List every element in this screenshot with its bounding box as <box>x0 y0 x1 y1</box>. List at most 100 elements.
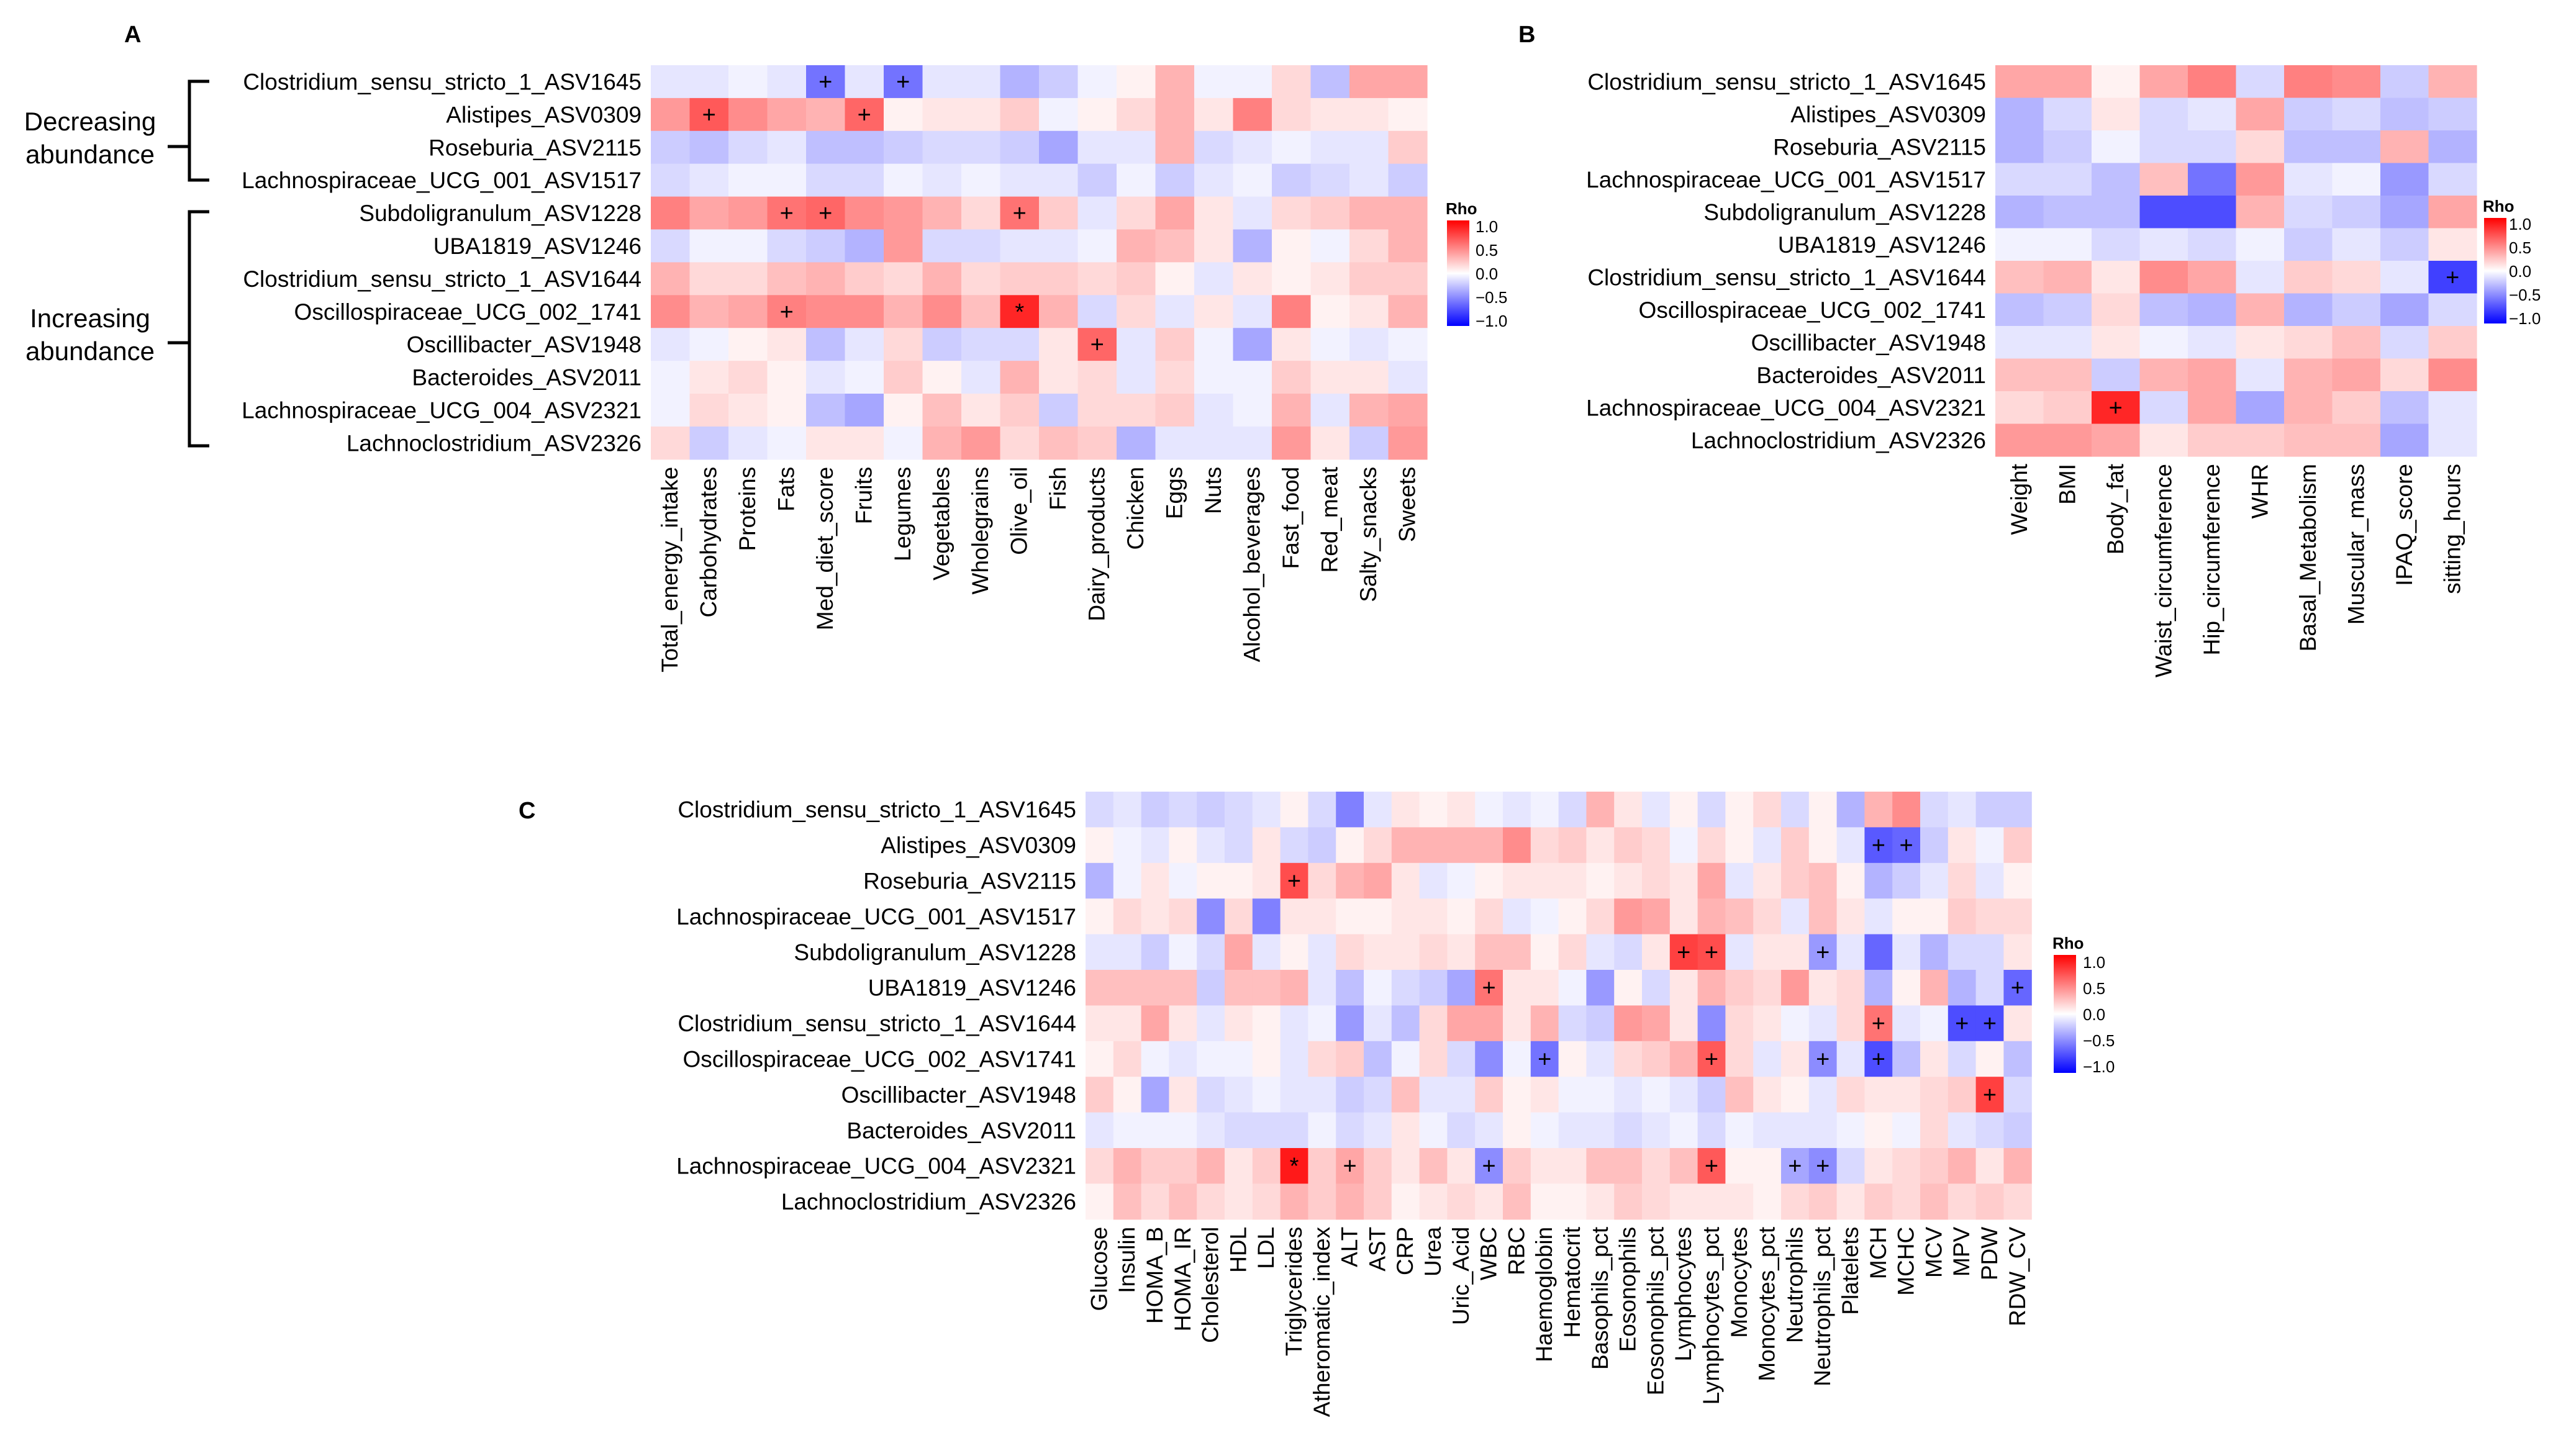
heatmap-cell <box>1310 426 1350 460</box>
heatmap-cell <box>1864 1148 1893 1184</box>
heatmap-cell <box>1642 862 1671 899</box>
heatmap-cell <box>1475 1005 1503 1042</box>
heatmap-cell <box>1197 898 1225 935</box>
heatmap-cell <box>922 229 962 263</box>
heatmap-cell <box>1233 262 1272 296</box>
heatmap-cell <box>1725 862 1754 899</box>
column-label: Insulin <box>1114 1227 1140 1293</box>
column-label: Triglycerides <box>1281 1227 1307 1356</box>
heatmap-cell <box>728 426 768 460</box>
row-label: Oscillospiraceae_UCG_002_1741 <box>1639 297 1986 323</box>
heatmap-cell <box>1669 1005 1698 1042</box>
heatmap-cell <box>2236 293 2285 327</box>
row-label: Clostridium_sensu_stricto_1_ASV1644 <box>1587 265 1986 290</box>
heatmap-cell <box>1077 196 1117 230</box>
heatmap-cell <box>884 328 923 361</box>
heatmap-cell <box>1194 65 1234 99</box>
heatmap-cell <box>1808 934 1838 970</box>
heatmap-cell <box>1000 65 1040 99</box>
heatmap-cell <box>1364 970 1392 1006</box>
heatmap-cell <box>884 65 923 99</box>
heatmap-cell <box>1141 1005 1169 1042</box>
heatmap-cell <box>1920 1183 1949 1220</box>
heatmap-cell <box>1642 1005 1671 1042</box>
heatmap-cell <box>1252 1005 1281 1042</box>
heatmap-cell <box>1077 426 1117 460</box>
heatmap-cell <box>2139 228 2188 261</box>
heatmap-cell <box>2284 65 2333 99</box>
heatmap-cell <box>806 361 846 394</box>
heatmap-cell <box>728 163 768 197</box>
heatmap-cell <box>1310 394 1350 427</box>
heatmap-cell <box>1272 196 1312 230</box>
heatmap-cell <box>1233 163 1272 197</box>
heatmap-cell <box>1892 1183 1921 1220</box>
column-label: Atheromatic_index <box>1309 1226 1335 1417</box>
heatmap-cell <box>1808 1148 1838 1184</box>
heatmap-cell <box>651 394 691 427</box>
heatmap-cell <box>1141 1041 1169 1077</box>
heatmap-cell <box>1475 1148 1503 1184</box>
heatmap-cell <box>689 426 729 460</box>
heatmap-cell <box>1388 130 1428 165</box>
heatmap-cell <box>1141 934 1169 970</box>
heatmap-cell <box>1808 1041 1838 1077</box>
heatmap-cell <box>1892 934 1921 970</box>
heatmap-cell <box>1920 827 1949 864</box>
heatmap-cell <box>845 361 884 394</box>
panel-b-letter: B <box>1518 22 1535 48</box>
heatmap-cell <box>2380 163 2429 196</box>
heatmap-cell <box>1948 1183 1977 1220</box>
heatmap-cell <box>1336 898 1364 935</box>
panel-c-letter: C <box>519 798 535 824</box>
heatmap-cell <box>2236 97 2285 131</box>
row-label: Clostridium_sensu_stricto_1_ASV1644 <box>243 266 642 292</box>
heatmap-cell <box>1077 65 1117 99</box>
heatmap-cell <box>1725 970 1754 1006</box>
heatmap-cell <box>1364 1041 1392 1077</box>
heatmap-cell <box>728 394 768 427</box>
heatmap-cell <box>1155 328 1195 361</box>
heatmap-cell <box>651 65 691 99</box>
heatmap-cell <box>1077 361 1117 394</box>
heatmap-cell <box>1447 898 1476 935</box>
heatmap-cell <box>1697 1005 1726 1042</box>
column-label: Eggs <box>1162 467 1187 519</box>
legend-tick: −0.5 <box>2083 1031 2115 1050</box>
heatmap-cell <box>1864 1112 1893 1149</box>
heatmap-cell <box>1272 229 1312 263</box>
heatmap-cell <box>1272 328 1312 361</box>
heatmap-cell <box>1310 65 1350 99</box>
heatmap-cell <box>1391 1183 1420 1220</box>
heatmap-cell <box>1000 394 1040 427</box>
heatmap-cell <box>1948 1077 1977 1113</box>
heatmap-cell <box>2284 228 2333 261</box>
heatmap-cell <box>1530 1005 1559 1042</box>
heatmap-cell <box>2428 293 2477 327</box>
heatmap-cell <box>1948 827 1977 864</box>
heatmap-cell <box>1642 1041 1671 1077</box>
heatmap-cell <box>1388 262 1428 296</box>
column-label: Fish <box>1045 467 1071 510</box>
heatmap-cell <box>1503 1183 1531 1220</box>
heatmap-cell <box>1391 1077 1420 1113</box>
heatmap-cell <box>651 229 691 263</box>
row-label: Oscillibacter_ASV1948 <box>407 332 642 358</box>
heatmap-cell <box>922 130 962 165</box>
heatmap-cell <box>1475 862 1503 899</box>
row-label: Oscillospiraceae_UCG_002_ASV1741 <box>683 1047 1076 1072</box>
heatmap-cell <box>1141 1077 1169 1113</box>
column-label: sitting_hours <box>2439 464 2465 594</box>
heatmap-cell <box>1697 827 1726 864</box>
column-label: Platelets <box>1838 1227 1863 1315</box>
heatmap-cell <box>2043 423 2092 457</box>
heatmap-cell <box>1920 1148 1949 1184</box>
heatmap-cell <box>1725 1005 1754 1042</box>
column-label: Proteins <box>735 467 760 551</box>
heatmap-cell <box>2003 862 2032 899</box>
legend-colorbar <box>2484 218 2506 323</box>
heatmap-cell <box>2139 163 2188 196</box>
heatmap-cell <box>1725 1183 1754 1220</box>
heatmap-cell <box>1225 1005 1253 1042</box>
heatmap-cell <box>1364 1112 1392 1149</box>
